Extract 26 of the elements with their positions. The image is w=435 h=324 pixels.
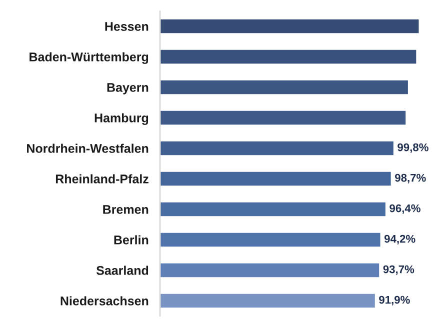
y-tick-label: Bayern	[107, 83, 148, 94]
y-tick-label: Berlin	[114, 235, 148, 244]
y-tick-label: Hessen	[105, 22, 148, 31]
bar	[160, 18, 420, 35]
bar	[160, 109, 407, 126]
y-tick-label: Baden-Württemberg	[30, 52, 148, 64]
data-label: 99,8%	[398, 143, 428, 153]
y-tick-label: Niedersachsen	[60, 296, 148, 306]
data-label: 96,4%	[390, 204, 420, 214]
y-tick-label: Nordrhein-Westfalen	[27, 144, 148, 153]
data-label: 94,2%	[384, 234, 416, 244]
bar	[160, 292, 376, 310]
y-tick-label: Bremen	[103, 205, 148, 214]
data-label: 93,7%	[383, 265, 414, 275]
bar	[160, 170, 392, 188]
bar	[160, 231, 382, 248]
y-tick-label: Saarland	[96, 266, 148, 275]
y-tick-label: Rheinland-Pfalz	[56, 174, 148, 184]
data-label: 91,9%	[379, 296, 410, 306]
bar	[160, 78, 410, 96]
bar	[160, 262, 380, 279]
y-tick-label: Hamburg	[94, 113, 148, 125]
bar	[160, 140, 395, 157]
bar	[160, 200, 387, 218]
data-label: 98,7%	[395, 174, 426, 184]
bar	[160, 48, 418, 66]
